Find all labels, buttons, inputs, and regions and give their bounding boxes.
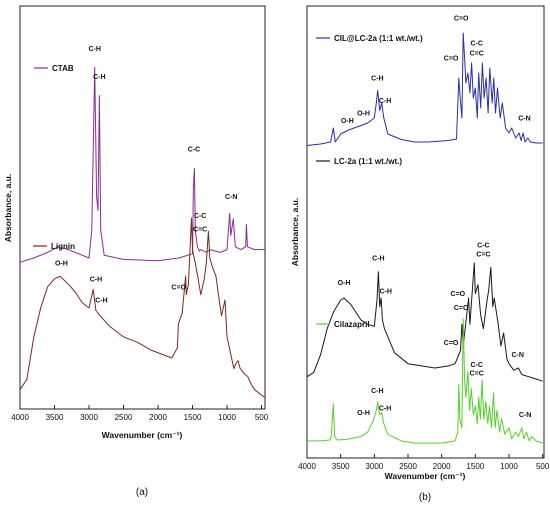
panel-b-peak-label: C-N	[518, 116, 530, 123]
panel-a-x-tick-label: 2000	[149, 413, 167, 422]
panel-a-peak-label: C-C	[194, 213, 206, 220]
panel-a-labels: CTAB C-H C-H C-C C-N Lignin O-H C-H C-H C=O C-C C=C	[33, 46, 237, 305]
panel-a-x-tick-label: 1000	[218, 413, 236, 422]
panel-a-y-axis-title: Absorbance, a.u.	[3, 174, 13, 243]
panel-a-x-axis: 4000 3500 3000 2500 2000 1500 1000 500	[11, 405, 269, 422]
panel-b-series-label-lc2a: LC-2a (1:1 wt./wt.)	[334, 157, 402, 166]
panel-b-peak-label: C-N	[519, 412, 531, 419]
panel-a-peak-label: C=C	[193, 226, 207, 233]
panel-b-peak-label: C=C	[470, 51, 484, 58]
panel-b-x-tick-label: 4000	[298, 462, 316, 471]
panel-b-x-tick-label: 2000	[433, 462, 451, 471]
panel-b-x-axis-title: Wavenumber (cm⁻¹)	[385, 471, 466, 481]
panel-a-x-tick-label: 3500	[46, 413, 64, 422]
panel-a-frame	[19, 5, 266, 410]
panel-a-peak-label: C=O	[171, 284, 186, 291]
panel-b-peak-label: C=C	[470, 371, 484, 378]
panel-b-label: (b)	[419, 492, 431, 503]
panel-b-x-tick-label: 3000	[365, 462, 383, 471]
panel-a-peak-label: C-N	[225, 194, 237, 201]
panel-a-peak-label: C-H	[88, 46, 100, 53]
panel-b-series-label-cilazapril: Cilazapril	[334, 320, 370, 329]
panel-a-trace-lignin	[19, 217, 266, 399]
panel-a-x-tick-label: 2500	[115, 413, 133, 422]
panel-a-series-label-lignin: Lignin	[51, 242, 75, 251]
panel-b-trace-lc2a	[306, 262, 543, 382]
panel-b-peak-label: O-H	[357, 111, 370, 118]
panel-b-x-tick-label: 2500	[399, 462, 417, 471]
panel-b-peak-label: C-H	[371, 76, 383, 83]
panel-a-label: (a)	[136, 487, 148, 498]
panel-a-trace-ctab	[19, 67, 265, 263]
panel-b-frame	[306, 5, 545, 459]
panel-b-peak-label: C=O	[454, 16, 469, 23]
panel-b-peak-label: C=C	[476, 251, 490, 258]
panel-a-peak-label: C-H	[95, 298, 107, 305]
panel-a-series-label-ctab: CTAB	[52, 64, 74, 73]
panel-a-peak-label: C-C	[188, 147, 200, 154]
panel-a-x-tick-label: 4000	[11, 413, 29, 422]
panel-b-trace-cilazapril	[307, 318, 543, 444]
panel-b-peak-label: C-C	[477, 243, 489, 250]
panel-b-peak-label: C-H	[379, 405, 391, 412]
panel-b-trace-cil	[306, 32, 543, 146]
panel-a-x-tick-label: 3000	[80, 413, 98, 422]
panel-b-peak-label: C-H	[379, 98, 391, 105]
panel-a-traces	[19, 67, 266, 399]
panel-b-peak-label: O-H	[338, 280, 351, 287]
panel-b-peak-label: O-H	[341, 118, 354, 125]
panel-b-peak-label: C=O	[454, 305, 469, 312]
panel-b-peak-label: C-C	[470, 362, 482, 369]
panel-a-x-tick-label: 1500	[184, 413, 202, 422]
panel-b-series-label-cil: CIL@LC-2a (1:1 wt./wt.)	[334, 34, 423, 43]
panel-b-x-tick-label: 3500	[332, 462, 350, 471]
panel-b-peak-label: C-H	[372, 256, 384, 263]
panel-b-peak-label: C-C	[470, 41, 482, 48]
panel-a-peak-label: C-H	[90, 276, 102, 283]
panel-b-x-tick-label: 500	[536, 462, 550, 471]
panel-a-x-tick-label: 500	[255, 413, 269, 422]
panel-b-peak-label: C-H	[380, 289, 392, 296]
panel-b: 4000 3500 3000 2500 2000 1500 1000 500 CIL@LC-2…	[290, 5, 550, 503]
panel-a-peak-label: O-H	[55, 261, 68, 268]
panel-b-peak-label: C=O	[444, 56, 459, 63]
panel-a-peak-label: C-H	[93, 74, 105, 81]
panel-b-labels: CIL@LC-2a (1:1 wt./wt.)C=OC=OC-HC-HO-HO-…	[316, 16, 531, 419]
panel-a: 4000 3500 3000 2500 2000 1500 1000 500 CTABC-HC…	[3, 5, 269, 498]
panel-b-y-axis-title: Absorbance, a.u.	[290, 198, 300, 267]
panel-b-peak-label: O-H	[357, 410, 370, 417]
panel-b-x-axis: 4000 3500 3000 2500 2000 1500 1000 500	[298, 454, 550, 471]
panel-b-peak-label: C-H	[371, 388, 383, 395]
panel-b-peak-label: C=O	[444, 340, 459, 347]
panel-a-x-axis-title: Wavenumber (cm⁻¹)	[102, 430, 183, 440]
panel-b-x-tick-label: 1500	[466, 462, 484, 471]
panel-b-traces	[306, 32, 543, 444]
panel-b-peak-label: C=O	[451, 291, 466, 298]
panel-b-peak-label: C-N	[512, 352, 524, 359]
panel-b-x-tick-label: 1000	[500, 462, 518, 471]
